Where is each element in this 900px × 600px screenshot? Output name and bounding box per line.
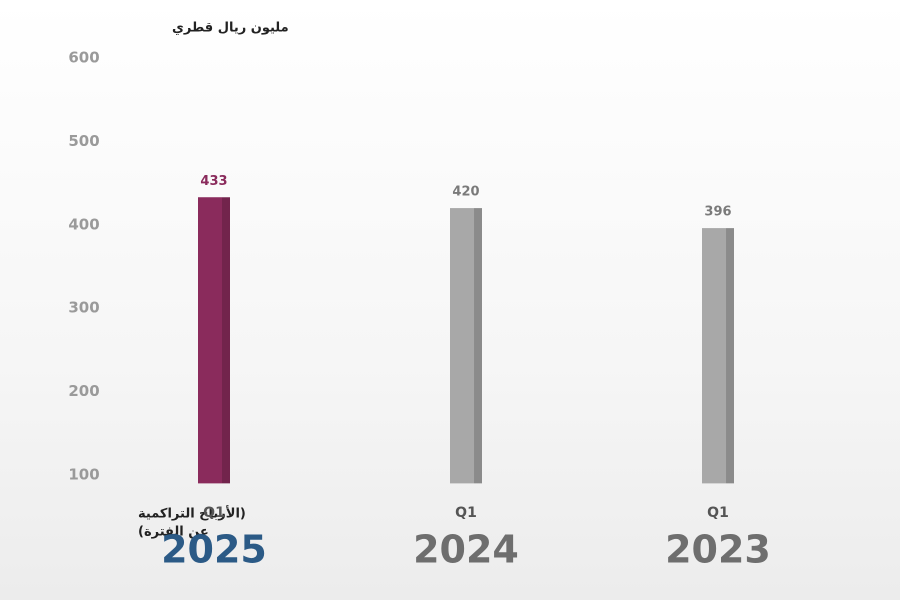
value-label: 433 <box>200 174 227 189</box>
y-tick-label: 200 <box>68 382 99 400</box>
year-label: 2024 <box>413 528 519 572</box>
bar <box>198 197 230 484</box>
x-tick-label: Q1 <box>707 505 729 521</box>
bar <box>702 228 734 484</box>
year-label: 2023 <box>665 528 771 572</box>
y-tick-label: 300 <box>68 299 99 317</box>
y-tick-label: 600 <box>68 49 99 67</box>
x-tick-label: Q1 <box>455 505 477 521</box>
y-tick-label: 100 <box>68 466 99 484</box>
bar <box>450 208 482 484</box>
x-axis-label: (الأرباح التراكمية <box>138 505 246 522</box>
y-tick-label: 400 <box>68 215 99 233</box>
value-label: 420 <box>452 185 479 200</box>
x-axis-label: عن الفترة) <box>138 525 209 540</box>
year-label: 2025 <box>161 528 267 572</box>
y-tick-label: 500 <box>68 132 99 150</box>
value-label: 396 <box>704 205 731 220</box>
y-axis-label: مليون ريال قطري <box>172 21 289 36</box>
x-tick-label: Q1 <box>203 505 225 521</box>
